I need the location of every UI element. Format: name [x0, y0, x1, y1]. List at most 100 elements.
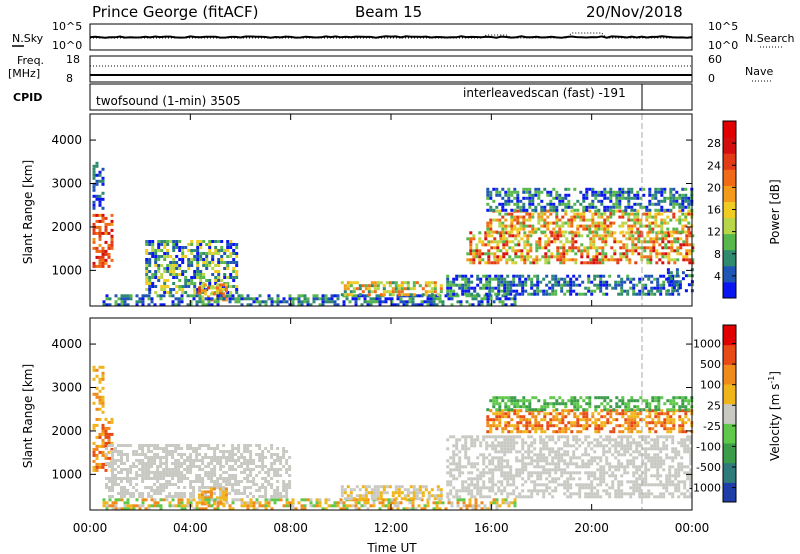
heatmap-cell: [120, 477, 123, 480]
heatmap-cell: [473, 286, 477, 290]
heatmap-cell: [542, 495, 546, 499]
heatmap-cell: [559, 234, 563, 238]
heatmap-cell: [498, 218, 502, 222]
heatmap-cell: [591, 199, 595, 203]
heatmap-cell: [424, 485, 428, 489]
heatmap-cell: [449, 474, 453, 478]
heatmap-cell: [513, 297, 517, 301]
heatmap-cell: [609, 190, 613, 194]
heatmap-cell: [165, 483, 169, 486]
heatmap-cell: [264, 495, 268, 498]
heatmap-cell: [174, 492, 178, 495]
heatmap-cell: [565, 240, 569, 244]
heatmap-cell: [472, 255, 476, 259]
heatmap-cell: [195, 480, 199, 483]
heatmap-cell: [645, 415, 649, 419]
heatmap-cell: [575, 465, 579, 469]
colorbar-swatch: [723, 233, 736, 251]
heatmap-cell: [231, 447, 235, 450]
heatmap-cell: [577, 249, 581, 253]
heatmap-cell: [503, 450, 507, 454]
heatmap-cell: [92, 426, 96, 430]
heatmap-cell: [159, 297, 163, 301]
heatmap-cell: [596, 468, 600, 472]
heatmap-cell: [495, 209, 499, 213]
heatmap-cell: [620, 441, 624, 445]
heatmap-cell: [141, 471, 145, 474]
heatmap-cell: [223, 249, 227, 252]
heatmap-cell: [258, 465, 262, 468]
heatmap-cell: [492, 208, 496, 212]
heatmap-cell: [98, 231, 102, 235]
heatmap-cell: [596, 483, 600, 487]
heatmap-cell: [387, 504, 391, 508]
heatmap-cell: [288, 474, 292, 477]
heatmap-cell: [659, 465, 663, 469]
heatmap-cell: [229, 255, 233, 258]
heatmap-cell: [630, 224, 634, 228]
heatmap-cell: [92, 200, 96, 204]
heatmap-cell: [572, 453, 576, 457]
colorbar-swatch: [723, 153, 736, 170]
heatmap-cell: [123, 468, 126, 471]
heatmap-cell: [147, 471, 151, 474]
heatmap-cell: [630, 427, 634, 431]
heatmap-cell: [512, 283, 516, 287]
heatmap-cell: [649, 240, 653, 244]
heatmap-cell: [654, 424, 658, 428]
heatmap-cell: [509, 474, 513, 478]
heatmap-cell: [546, 224, 550, 228]
heatmap-cell: [560, 471, 564, 475]
heatmap-cell: [519, 221, 523, 225]
heatmap-cell: [228, 459, 232, 462]
heatmap-cell: [495, 399, 499, 403]
heatmap-cell: [467, 292, 471, 296]
heatmap-cell: [664, 243, 668, 247]
heatmap-cell: [385, 281, 389, 285]
heatmap-cell: [687, 212, 691, 216]
heatmap-cell: [433, 281, 437, 285]
heatmap-cell: [525, 421, 529, 425]
heatmap-cell: [662, 441, 666, 445]
heatmap-cell: [312, 294, 316, 298]
heatmap-cell: [561, 230, 565, 234]
heatmap-cell: [627, 215, 631, 219]
heatmap-cell: [689, 483, 693, 487]
heatmap-cell: [171, 444, 175, 447]
heatmap-cell: [527, 450, 531, 454]
heatmap-cell: [684, 421, 688, 425]
heatmap-cell: [598, 246, 602, 250]
heatmap-cell: [597, 427, 601, 431]
heatmap-cell: [168, 468, 172, 471]
heatmap-cell: [312, 300, 316, 304]
heatmap-cell: [456, 501, 460, 505]
heatmap-cell: [177, 501, 181, 505]
heatmap-cell: [470, 274, 474, 278]
heatmap-cell: [429, 303, 433, 307]
heatmap-cell: [394, 290, 398, 294]
heatmap-cell: [582, 212, 586, 216]
heatmap-cell: [635, 292, 639, 296]
heatmap-cell: [455, 274, 459, 278]
heatmap-cell: [632, 489, 636, 493]
heatmap-cell: [560, 453, 564, 457]
heatmap-cell: [500, 471, 504, 475]
heatmap-cell: [261, 486, 265, 489]
heatmap-cell: [575, 438, 579, 442]
heatmap-cell: [508, 240, 512, 244]
heatmap-cell: [506, 441, 510, 445]
heatmap-cell: [523, 258, 527, 262]
heatmap-cell: [264, 477, 268, 480]
heatmap-cell: [496, 255, 500, 259]
heatmap-cell: [379, 281, 383, 285]
heatmap-cell: [165, 465, 169, 468]
heatmap-cell: [530, 280, 534, 284]
heatmap-cell: [609, 212, 613, 216]
heatmap-cell: [632, 480, 636, 484]
heatmap-cell: [261, 477, 265, 480]
heatmap-cell: [163, 258, 167, 261]
heatmap-cell: [606, 218, 610, 222]
heatmap-cell: [349, 488, 353, 492]
heatmap-cell: [511, 240, 515, 244]
heatmap-cell: [210, 477, 214, 480]
